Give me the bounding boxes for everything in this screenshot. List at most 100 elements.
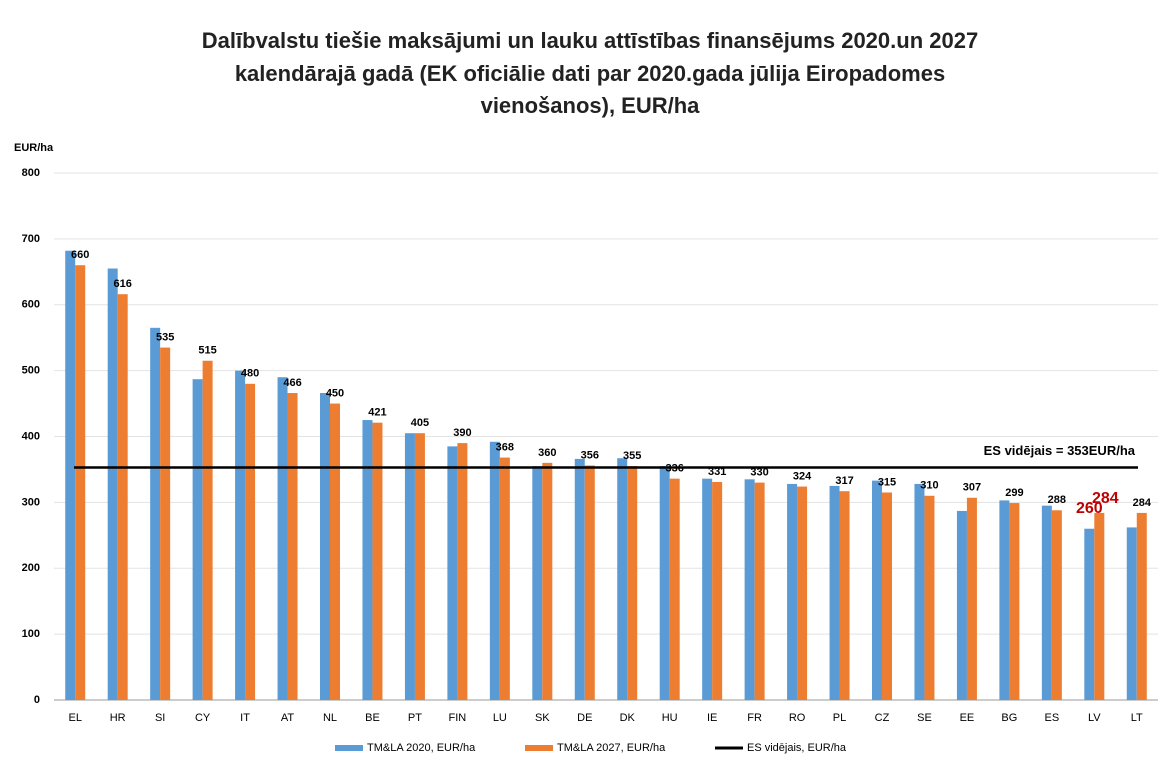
y-tick-label: 800 bbox=[22, 167, 40, 179]
bar bbox=[489, 441, 500, 700]
data-label: 450 bbox=[326, 387, 344, 399]
bar bbox=[457, 443, 468, 700]
data-label: 390 bbox=[453, 427, 471, 439]
x-tick-label: FIN bbox=[449, 712, 467, 724]
bar bbox=[966, 497, 977, 700]
data-label: 310 bbox=[920, 480, 938, 492]
x-tick-label: SE bbox=[917, 712, 932, 724]
bar bbox=[1136, 512, 1147, 700]
bar bbox=[702, 478, 713, 700]
x-tick-label: LU bbox=[493, 712, 507, 724]
x-tick-label: RO bbox=[789, 712, 806, 724]
x-tick-label: LT bbox=[1131, 712, 1143, 724]
data-label: 405 bbox=[411, 417, 429, 429]
bar bbox=[107, 268, 118, 700]
bar bbox=[202, 360, 213, 700]
y-axis-label: EUR/ha bbox=[14, 142, 54, 154]
bar bbox=[160, 347, 171, 700]
y-tick-label: 300 bbox=[22, 496, 40, 508]
bar bbox=[192, 379, 203, 700]
bar bbox=[499, 457, 510, 700]
bar bbox=[839, 491, 850, 700]
bar bbox=[754, 482, 765, 700]
bar bbox=[277, 377, 288, 700]
bar bbox=[797, 486, 808, 700]
y-tick-label: 600 bbox=[22, 299, 40, 311]
bar bbox=[117, 294, 128, 700]
x-tick-label: CZ bbox=[875, 712, 890, 724]
x-tick-label: SI bbox=[155, 712, 165, 724]
data-label: 330 bbox=[750, 467, 768, 479]
chart-title: kalendārajā gadā (EK oficiālie dati par … bbox=[235, 61, 945, 86]
bar bbox=[574, 458, 585, 700]
x-tick-label: DK bbox=[620, 712, 636, 724]
data-label: 331 bbox=[708, 466, 726, 478]
data-label: 324 bbox=[793, 470, 812, 482]
data-label: 307 bbox=[963, 482, 981, 494]
bar bbox=[414, 433, 425, 700]
x-tick-label: PT bbox=[408, 712, 422, 724]
bar bbox=[65, 250, 76, 701]
bar bbox=[999, 500, 1010, 700]
bar bbox=[882, 492, 892, 700]
bar bbox=[914, 483, 925, 700]
x-tick-label: EL bbox=[68, 712, 81, 724]
x-tick-label: BE bbox=[365, 712, 380, 724]
bar bbox=[627, 466, 638, 700]
x-tick-label: CY bbox=[195, 712, 211, 724]
bar bbox=[1126, 527, 1137, 700]
bar bbox=[617, 458, 628, 700]
y-tick-label: 500 bbox=[22, 365, 40, 377]
data-label: 660 bbox=[71, 249, 89, 261]
x-tick-label: IE bbox=[707, 712, 717, 724]
chart-title: vienošanos), EUR/ha bbox=[481, 93, 701, 118]
data-label: 355 bbox=[623, 450, 641, 462]
legend-swatch bbox=[715, 746, 743, 750]
bar bbox=[584, 465, 595, 700]
x-tick-label: BG bbox=[1001, 712, 1017, 724]
data-label: 480 bbox=[241, 368, 259, 380]
x-tick-label: PL bbox=[833, 712, 846, 724]
data-label: 466 bbox=[283, 377, 301, 389]
x-tick-label: HU bbox=[662, 712, 678, 724]
data-label: 315 bbox=[878, 476, 896, 488]
bar bbox=[150, 327, 161, 700]
bar bbox=[447, 446, 458, 700]
bar bbox=[330, 403, 340, 700]
x-tick-label: DE bbox=[577, 712, 592, 724]
legend-label: TM&LA 2027, EUR/ha bbox=[557, 742, 666, 754]
bar bbox=[75, 265, 86, 700]
bar bbox=[1041, 505, 1052, 700]
data-label: 616 bbox=[114, 278, 132, 290]
bar bbox=[372, 422, 383, 700]
x-tick-label: IT bbox=[240, 712, 250, 724]
bar bbox=[1084, 528, 1095, 700]
x-tick-label: SK bbox=[535, 712, 550, 724]
bar bbox=[744, 479, 755, 700]
bar bbox=[1009, 503, 1020, 700]
bar bbox=[542, 462, 553, 700]
bar bbox=[924, 495, 935, 700]
data-label: 317 bbox=[835, 475, 853, 487]
bar bbox=[872, 480, 882, 700]
data-label: 284 bbox=[1092, 490, 1119, 507]
bar bbox=[669, 478, 680, 700]
y-tick-label: 0 bbox=[34, 694, 40, 706]
data-label: 368 bbox=[496, 441, 514, 453]
chart-title: Dalībvalstu tiešie maksājumi un lauku at… bbox=[202, 28, 978, 53]
x-tick-label: EE bbox=[960, 712, 975, 724]
data-label: 288 bbox=[1048, 494, 1066, 506]
data-label: 299 bbox=[1005, 487, 1023, 499]
bar bbox=[659, 466, 670, 700]
data-label: 356 bbox=[581, 449, 599, 461]
y-tick-label: 400 bbox=[22, 430, 40, 442]
y-tick-label: 100 bbox=[22, 628, 40, 640]
bar bbox=[235, 370, 246, 700]
data-label: 515 bbox=[198, 345, 216, 357]
x-tick-label: FR bbox=[747, 712, 762, 724]
bar bbox=[532, 466, 543, 700]
bar bbox=[956, 510, 967, 700]
x-tick-label: LV bbox=[1088, 712, 1101, 724]
y-tick-label: 200 bbox=[22, 562, 40, 574]
x-tick-label: NL bbox=[323, 712, 337, 724]
